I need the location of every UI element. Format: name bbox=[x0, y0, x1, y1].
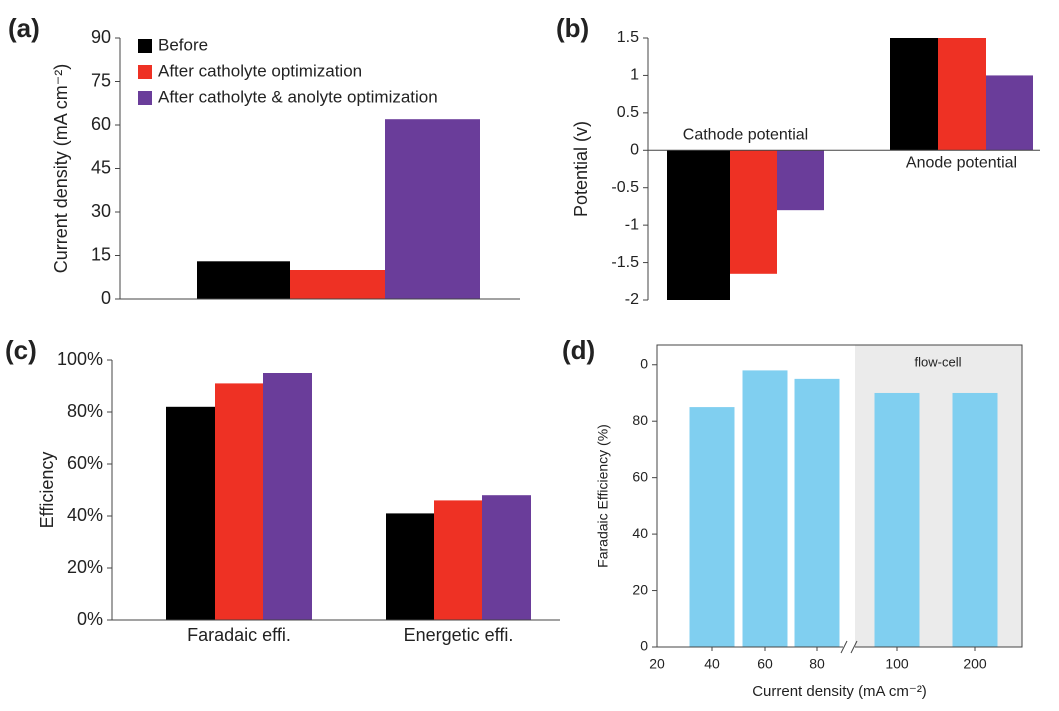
y-tick-label: 0 bbox=[640, 638, 648, 654]
legend-label: After catholyte & anolyte optimization bbox=[158, 87, 438, 106]
category-label: Cathode potential bbox=[683, 127, 808, 144]
bar bbox=[742, 370, 788, 647]
plot-frame bbox=[656, 344, 1023, 648]
legend-label: Before bbox=[158, 35, 208, 54]
axis-break bbox=[850, 640, 858, 654]
bar bbox=[263, 373, 312, 620]
y-tick-label: 1 bbox=[630, 67, 639, 84]
panel-label: (a) bbox=[8, 13, 40, 43]
x-tick-label: Energetic effi. bbox=[404, 625, 514, 645]
x-tick-label: 40 bbox=[704, 656, 720, 672]
y-tick-label: 0 bbox=[640, 355, 648, 371]
legend-swatch bbox=[138, 91, 152, 105]
x-axis-label: Current density (mA cm⁻²) bbox=[752, 683, 927, 700]
y-tick-label: 20 bbox=[632, 581, 648, 597]
y-tick-label: 45 bbox=[91, 157, 111, 177]
bar bbox=[197, 261, 290, 299]
panel: (c) 0% 20% 40% 60% 80% 100% Efficiency Faradaic … bbox=[5, 335, 560, 645]
bar bbox=[667, 150, 730, 300]
bar bbox=[482, 495, 531, 620]
bar bbox=[890, 38, 938, 151]
y-tick-label: 60 bbox=[632, 468, 648, 484]
bar bbox=[385, 119, 480, 299]
x-tick-label: 60 bbox=[757, 656, 773, 672]
y-tick-label: 40 bbox=[632, 525, 648, 541]
panel: (a) 0 15 30 45 60 75 90 Current density (mA cm⁻²… bbox=[8, 13, 520, 308]
panel-label: (d) bbox=[562, 335, 595, 365]
panel-label: (c) bbox=[5, 335, 37, 365]
x-tick-label: Faradaic effi. bbox=[187, 625, 291, 645]
bar bbox=[938, 38, 986, 151]
y-tick-label: -1 bbox=[625, 216, 639, 233]
bar bbox=[777, 150, 824, 211]
y-tick-label: 0 bbox=[101, 288, 111, 308]
bar bbox=[434, 500, 482, 620]
y-tick-label: 20% bbox=[67, 557, 103, 577]
y-tick-label: 40% bbox=[67, 505, 103, 525]
y-axis-label: Current density (mA cm⁻²) bbox=[51, 64, 71, 274]
x-tick-label: 200 bbox=[963, 656, 987, 672]
y-tick-label: -1.5 bbox=[611, 254, 639, 271]
bar bbox=[386, 513, 434, 620]
y-tick-label: 1.5 bbox=[617, 29, 639, 46]
axis-break-gap bbox=[843, 641, 855, 653]
y-tick-label: 0 bbox=[630, 142, 639, 159]
panel-label: (b) bbox=[556, 13, 589, 43]
x-tick-label: 100 bbox=[885, 656, 909, 672]
y-tick-label: 80% bbox=[67, 401, 103, 421]
y-tick-label: 90 bbox=[91, 27, 111, 47]
y-tick-label: 100% bbox=[57, 349, 103, 369]
y-tick-label: 0.5 bbox=[617, 104, 639, 121]
legend-swatch bbox=[138, 39, 152, 53]
y-tick-label: 75 bbox=[91, 70, 111, 90]
y-axis-label: Efficiency bbox=[37, 452, 57, 529]
axis-break bbox=[840, 640, 848, 654]
y-tick-label: 60 bbox=[91, 114, 111, 134]
y-tick-label: 60% bbox=[67, 453, 103, 473]
y-tick-label: 80 bbox=[632, 412, 648, 428]
y-axis-label: Faradaic Efficiency (%) bbox=[595, 424, 611, 568]
x-tick-label: 20 bbox=[649, 656, 665, 672]
y-tick-label: 15 bbox=[91, 244, 111, 264]
panel: (b) -2 -1.5 -1 -0.5 0 0.5 1 1.5 Potential (v) Cath… bbox=[556, 13, 1040, 308]
bar bbox=[689, 407, 735, 647]
bar bbox=[794, 378, 840, 647]
y-axis-label: Potential (v) bbox=[571, 121, 591, 217]
category-label: Anode potential bbox=[906, 155, 1017, 172]
legend-label: After catholyte optimization bbox=[158, 61, 362, 80]
bar bbox=[290, 270, 385, 299]
legend-swatch bbox=[138, 65, 152, 79]
x-tick-label: 80 bbox=[809, 656, 825, 672]
bar bbox=[166, 406, 215, 620]
y-tick-label: -0.5 bbox=[611, 179, 639, 196]
bar bbox=[952, 392, 998, 647]
bar bbox=[730, 150, 777, 274]
y-tick-label: -2 bbox=[625, 291, 639, 308]
annotation: flow-cell bbox=[915, 354, 962, 369]
bar bbox=[874, 392, 920, 647]
y-tick-label: 30 bbox=[91, 201, 111, 221]
y-tick-label: 0% bbox=[77, 609, 103, 629]
bar bbox=[215, 383, 263, 620]
bar bbox=[986, 75, 1033, 151]
